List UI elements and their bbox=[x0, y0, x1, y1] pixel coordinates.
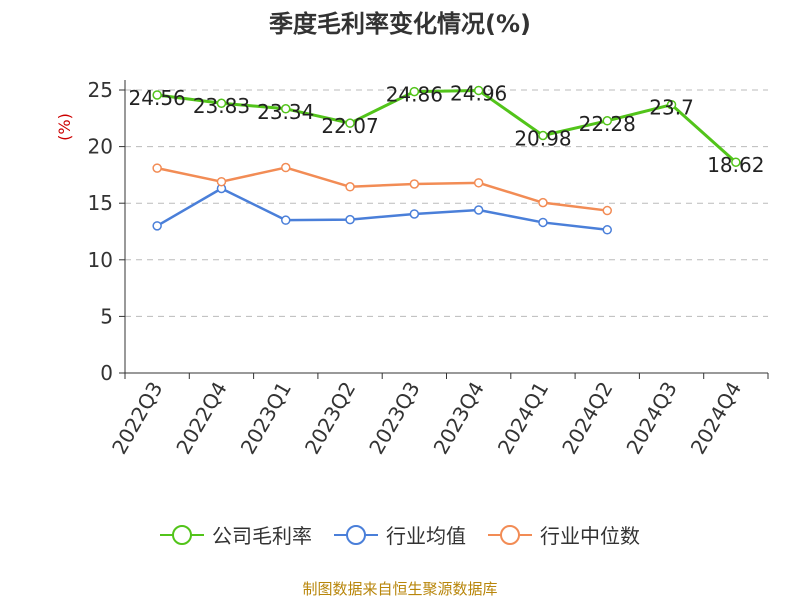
data-point bbox=[409, 209, 420, 219]
series-line bbox=[156, 187, 608, 232]
y-tick-label: 25 bbox=[88, 78, 113, 102]
data-point bbox=[152, 221, 162, 231]
data-label: 23.34 bbox=[257, 100, 314, 124]
legend: 公司毛利率 行业均值 行业中位数 bbox=[0, 520, 800, 549]
data-point bbox=[602, 225, 612, 235]
y-tick-label: 5 bbox=[100, 304, 113, 328]
legend-marker-icon bbox=[334, 524, 378, 545]
data-point bbox=[216, 176, 227, 187]
data-point bbox=[152, 163, 162, 173]
chart-title: 季度毛利率变化情况(%) bbox=[269, 10, 531, 38]
x-tick-label: 2023Q3 bbox=[364, 378, 424, 459]
data-point bbox=[281, 104, 291, 114]
x-tick-label: 2024Q2 bbox=[557, 378, 617, 459]
series-line bbox=[156, 166, 608, 212]
x-tick-label: 2023Q2 bbox=[300, 378, 360, 459]
data-point bbox=[345, 214, 355, 225]
data-point bbox=[538, 130, 548, 141]
data-point bbox=[345, 182, 355, 192]
data-point bbox=[152, 90, 162, 100]
legend-label: 行业中位数 bbox=[540, 524, 640, 548]
data-point bbox=[473, 205, 484, 215]
y-tick-label: 10 bbox=[88, 248, 113, 272]
data-label: 22.07 bbox=[321, 114, 378, 138]
x-tick-label: 2023Q4 bbox=[429, 378, 489, 459]
data-point bbox=[602, 116, 612, 126]
data-point bbox=[473, 85, 484, 96]
axes: 0 5 10 15 20 25 2022Q3 2022Q4 2023Q1 2023Q2 2023Q3… bbox=[55, 78, 769, 459]
legend-label: 行业均值 bbox=[386, 524, 466, 548]
x-tick-label: 2023Q1 bbox=[236, 378, 296, 459]
x-tick-label: 2024Q3 bbox=[621, 378, 681, 459]
data-label: 24.86 bbox=[386, 83, 443, 107]
data-point bbox=[731, 157, 741, 167]
grid-lines bbox=[125, 89, 768, 317]
data-label: 22.28 bbox=[579, 112, 636, 136]
data-point bbox=[538, 217, 548, 228]
data-point bbox=[538, 197, 548, 208]
data-label: 18.62 bbox=[707, 153, 764, 177]
data-point bbox=[281, 162, 291, 173]
y-tick-label: 15 bbox=[88, 191, 113, 215]
data-point bbox=[666, 99, 677, 110]
legend-item-industry-mean[interactable]: 行业均值 bbox=[334, 520, 466, 549]
legend-marker-icon bbox=[160, 524, 204, 545]
series-lines bbox=[152, 85, 741, 235]
data-label: 23.7 bbox=[649, 96, 694, 120]
data-labels: 24.56 23.83 23.34 22.07 24.86 24.96 20.98 22.28… bbox=[129, 81, 765, 177]
data-point bbox=[473, 178, 484, 188]
y-tick-label: 20 bbox=[88, 135, 113, 159]
data-point bbox=[216, 98, 227, 108]
data-point bbox=[281, 215, 291, 225]
data-label: 24.56 bbox=[129, 86, 186, 110]
legend-item-company[interactable]: 公司毛利率 bbox=[160, 520, 312, 549]
legend-item-industry-median[interactable]: 行业中位数 bbox=[488, 520, 640, 549]
series-line bbox=[156, 88, 737, 164]
x-tick-label: 2024Q1 bbox=[493, 378, 553, 459]
legend-marker-icon bbox=[488, 524, 532, 545]
data-point bbox=[409, 179, 420, 189]
data-point bbox=[409, 86, 420, 97]
data-label: 23.83 bbox=[193, 94, 250, 118]
data-label: 20.98 bbox=[514, 127, 571, 151]
legend-label: 公司毛利率 bbox=[212, 524, 312, 548]
x-tick-label: 2024Q4 bbox=[686, 378, 746, 459]
y-axis-label: (%) bbox=[55, 113, 74, 141]
data-point bbox=[345, 118, 355, 128]
source-note: 制图数据来自恒生聚源数据库 bbox=[302, 580, 498, 598]
x-tick-label: 2022Q3 bbox=[107, 378, 167, 459]
data-label: 24.96 bbox=[450, 81, 507, 105]
x-tick-label: 2022Q4 bbox=[171, 378, 231, 459]
data-point bbox=[602, 205, 612, 216]
y-tick-label: 0 bbox=[100, 361, 113, 385]
